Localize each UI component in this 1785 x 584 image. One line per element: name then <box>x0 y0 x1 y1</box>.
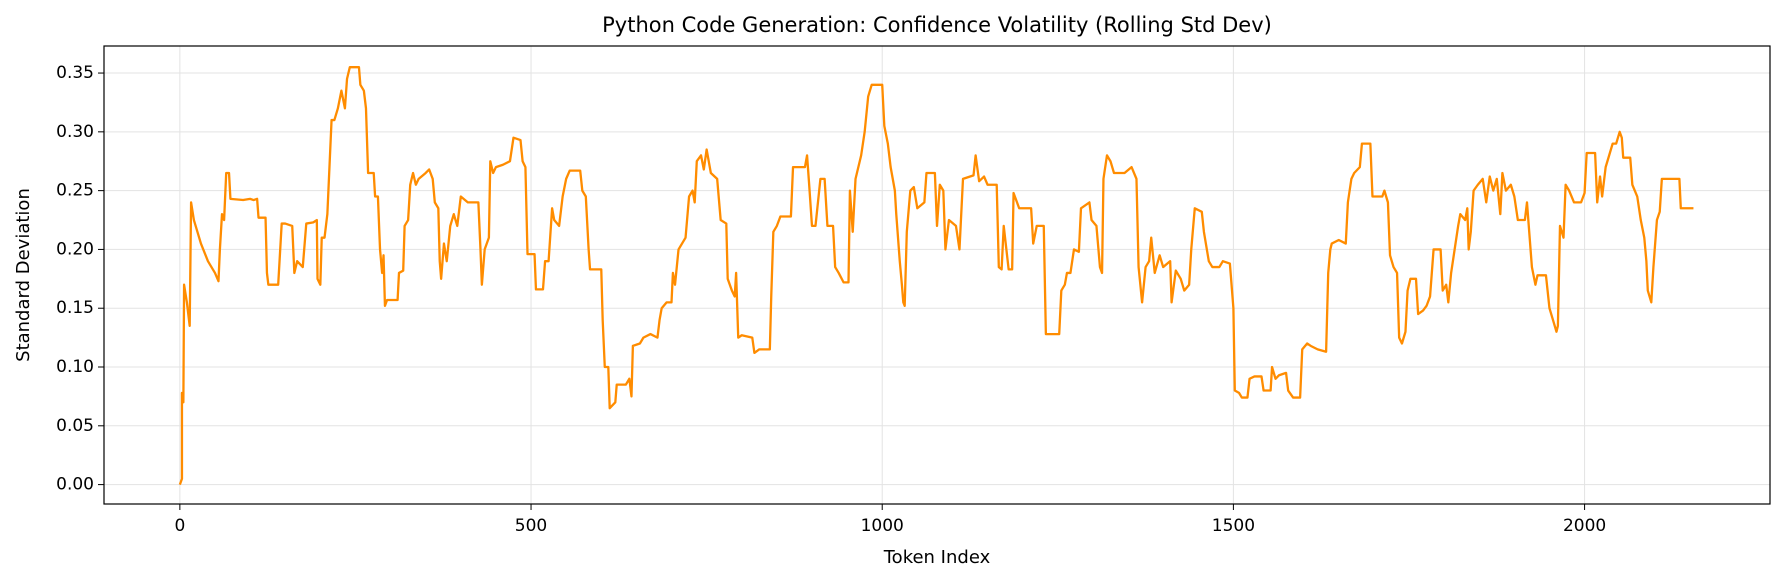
y-tick-label: 0.00 <box>56 475 94 495</box>
y-tick-label: 0.10 <box>56 357 94 377</box>
plot-frame <box>103 45 1771 505</box>
data-line <box>178 66 1694 485</box>
x-tick-label: 1500 <box>1212 516 1255 536</box>
x-tick-label: 1000 <box>861 516 904 536</box>
x-axis-label: Token Index <box>883 547 991 568</box>
y-tick-label: 0.05 <box>56 416 94 436</box>
x-tick-label: 0 <box>174 516 185 536</box>
y-axis-label: Standard Deviation <box>13 188 34 362</box>
y-tick-label: 0.30 <box>56 122 94 142</box>
y-tick-label: 0.25 <box>56 181 94 201</box>
x-tick-label: 500 <box>515 516 547 536</box>
x-tick-label: 2000 <box>1563 516 1606 536</box>
y-tick-label: 0.35 <box>56 63 94 83</box>
chart-title: Python Code Generation: Confidence Volat… <box>602 13 1272 37</box>
y-tick-label: 0.15 <box>56 298 94 318</box>
y-tick-label: 0.20 <box>56 239 94 259</box>
